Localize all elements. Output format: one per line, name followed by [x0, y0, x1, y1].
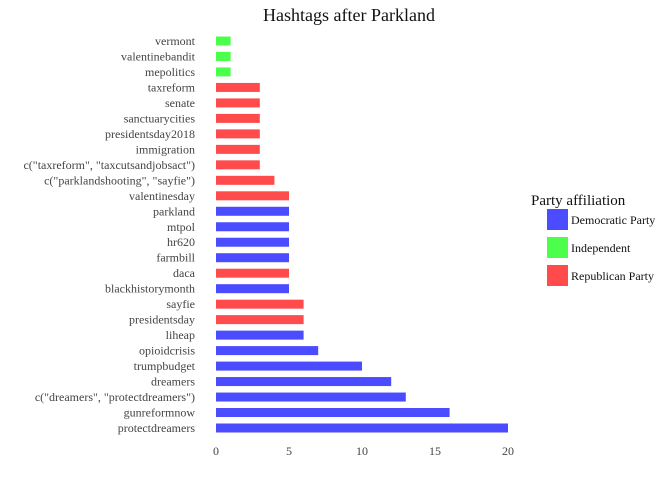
bar-0	[216, 36, 231, 46]
category-label-20: opioidcrisis	[139, 344, 195, 358]
category-label-17: sayfie	[166, 297, 195, 311]
bar-9	[216, 175, 275, 185]
bar-11	[216, 206, 289, 216]
x-axis-ticks: 0 5 10 15 20	[213, 444, 514, 458]
category-label-16: blackhistorymonth	[105, 282, 195, 296]
bar-24	[216, 408, 450, 418]
bar-8	[216, 160, 260, 170]
category-label-7: immigration	[136, 142, 195, 156]
bar-22	[216, 377, 392, 387]
bar-19	[216, 330, 304, 340]
x-tick-label-1: 5	[286, 444, 292, 458]
legend-swatch-0	[547, 209, 568, 230]
bar-4	[216, 98, 260, 108]
category-label-3: taxreform	[148, 80, 196, 94]
bar-13	[216, 237, 289, 247]
category-label-18: presidentsday	[129, 313, 195, 327]
category-label-21: trumpbudget	[134, 359, 196, 373]
bar-16	[216, 284, 289, 294]
category-label-2: mepolitics	[145, 65, 195, 79]
legend-swatch-1	[547, 237, 568, 258]
category-label-9: c("parklandshooting", "sayfie")	[44, 173, 195, 187]
bar-20	[216, 346, 319, 356]
legend-items: Democratic Party Independent Republican Pa…	[547, 209, 655, 286]
legend: Party affiliation Democratic Party Indepe…	[531, 193, 655, 286]
bar-6	[216, 129, 260, 139]
category-label-25: protectdreamers	[118, 421, 196, 435]
bar-23	[216, 392, 406, 402]
bar-7	[216, 144, 260, 154]
category-label-22: dreamers	[151, 375, 195, 389]
legend-label-1: Independent	[571, 241, 631, 255]
chart-title: Hashtags after Parkland	[263, 5, 435, 25]
category-label-24: gunreformnow	[124, 406, 196, 420]
category-label-19: liheap	[166, 328, 195, 342]
category-label-4: senate	[165, 96, 195, 110]
bar-15	[216, 268, 289, 278]
bar-21	[216, 361, 362, 371]
bar-2	[216, 67, 231, 77]
category-label-10: valentinesday	[129, 189, 195, 203]
category-label-15: daca	[173, 266, 196, 280]
category-label-1: valentinebandit	[121, 49, 196, 63]
category-label-12: mtpol	[167, 220, 196, 234]
category-label-23: c("dreamers", "protectdreamers")	[35, 390, 195, 404]
bar-17	[216, 299, 304, 309]
x-tick-label-4: 20	[502, 444, 514, 458]
legend-label-2: Republican Party	[571, 269, 654, 283]
category-label-8: c("taxreform", "taxcutsandjobsact")	[23, 158, 195, 172]
bar-18	[216, 315, 304, 325]
legend-swatch-2	[547, 265, 568, 286]
bar-5	[216, 113, 260, 123]
bar-14	[216, 253, 289, 263]
category-label-11: parkland	[153, 204, 195, 218]
bar-12	[216, 222, 289, 232]
bar-25	[216, 423, 508, 433]
bar-10	[216, 191, 289, 201]
bar-1	[216, 51, 231, 61]
category-label-0: vermont	[155, 34, 196, 48]
category-label-13: hr620	[167, 235, 195, 249]
bars-group	[216, 36, 508, 433]
x-tick-label-2: 10	[356, 444, 368, 458]
legend-label-0: Democratic Party	[571, 213, 655, 227]
x-tick-label-0: 0	[213, 444, 219, 458]
category-label-6: presidentsday2018	[105, 127, 195, 141]
category-label-14: farmbill	[156, 251, 195, 265]
category-label-5: sanctuarycities	[124, 111, 196, 125]
bar-3	[216, 82, 260, 92]
legend-title: Party affiliation	[531, 193, 626, 209]
x-tick-label-3: 15	[429, 444, 441, 458]
